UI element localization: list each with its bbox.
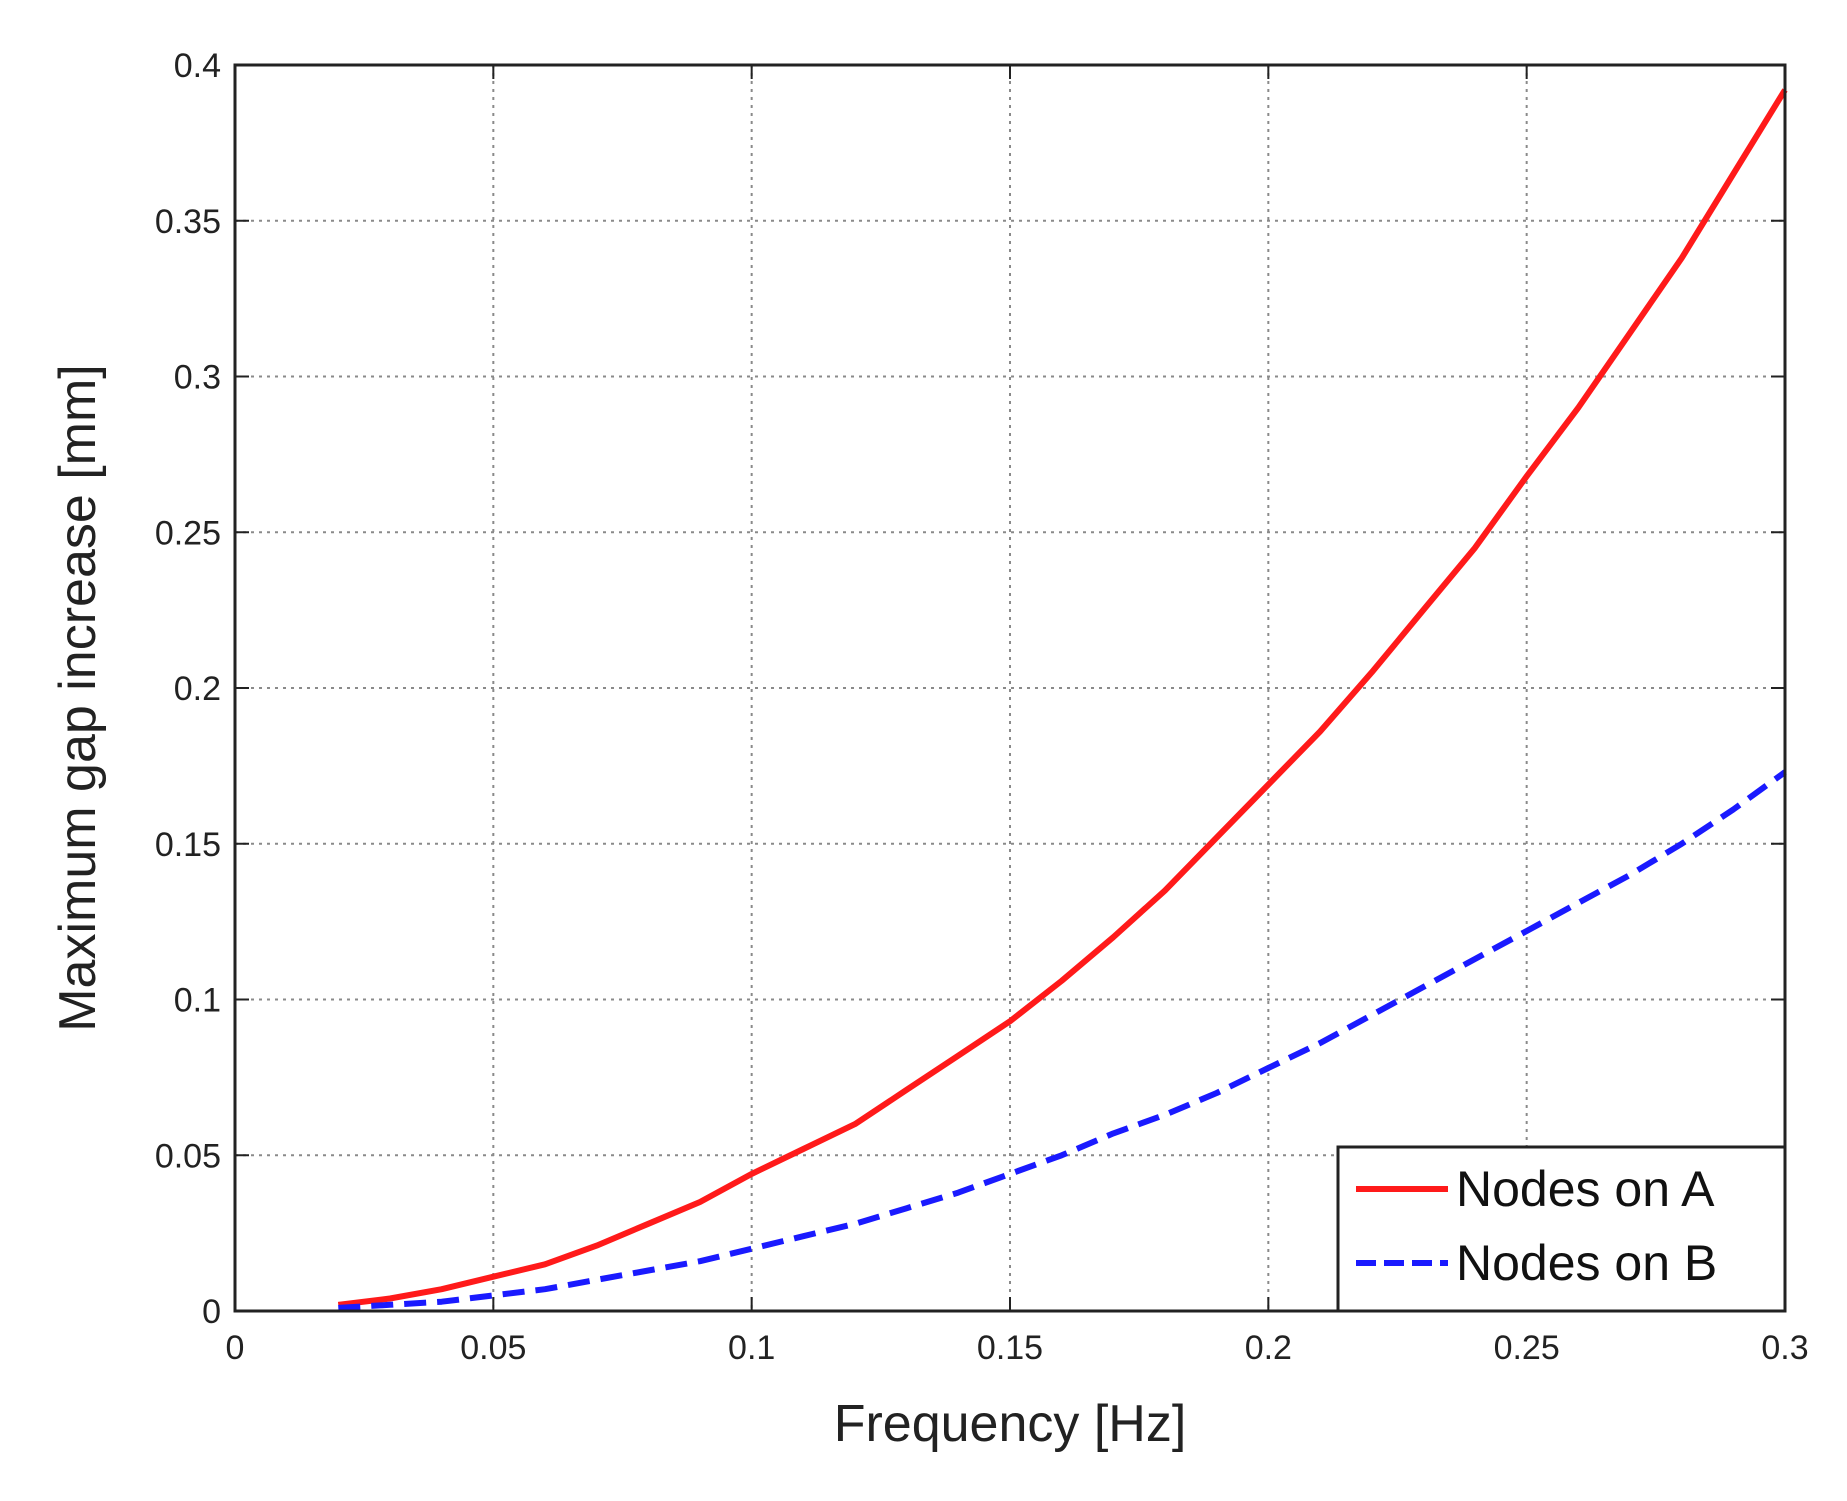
legend-label-nodes-on-b: Nodes on B (1456, 1235, 1717, 1291)
y-tick-label: 0.05 (155, 1137, 221, 1175)
series-line-nodes-on-a (337, 88, 1788, 1308)
legend-box (1336, 1145, 1787, 1313)
y-tick-label: 0.25 (155, 514, 221, 552)
legend-label-nodes-on-a: Nodes on A (1456, 1161, 1715, 1217)
y-axis-title: Maximum gap increase [mm] (49, 364, 107, 1032)
x-tick-label: 0.3 (1761, 1329, 1808, 1367)
y-tick-label: 0.15 (155, 826, 221, 864)
series-line-nodes-on-b (338, 769, 1787, 1311)
y-tick-label: 0.2 (174, 670, 221, 708)
y-tick-label: 0.4 (174, 47, 221, 85)
series-lines (337, 88, 1788, 1311)
x-tick-label: 0.25 (1494, 1329, 1560, 1367)
y-tick-label: 0.35 (155, 203, 221, 241)
y-axis-ticks: 0 0.05 0.1 0.15 0.2 0.25 0.3 0.35 0.4 (155, 47, 1785, 1331)
x-tick-label: 0.05 (460, 1329, 526, 1367)
y-tick-label: 0.3 (174, 359, 221, 397)
y-tick-label: 0.1 (174, 982, 221, 1020)
x-axis-title: Frequency [Hz] (834, 1395, 1187, 1453)
x-tick-label: 0.15 (977, 1329, 1043, 1367)
x-tick-label: 0 (226, 1329, 245, 1367)
x-axis-ticks: 0 0.05 0.1 0.15 0.2 0.25 0.3 (226, 65, 1809, 1367)
legend: Nodes on A Nodes on B (1336, 1145, 1787, 1313)
grid-lines (235, 65, 1785, 1311)
x-tick-label: 0.1 (728, 1329, 775, 1367)
y-tick-label: 0 (202, 1293, 221, 1331)
x-tick-label: 0.2 (1245, 1329, 1292, 1367)
